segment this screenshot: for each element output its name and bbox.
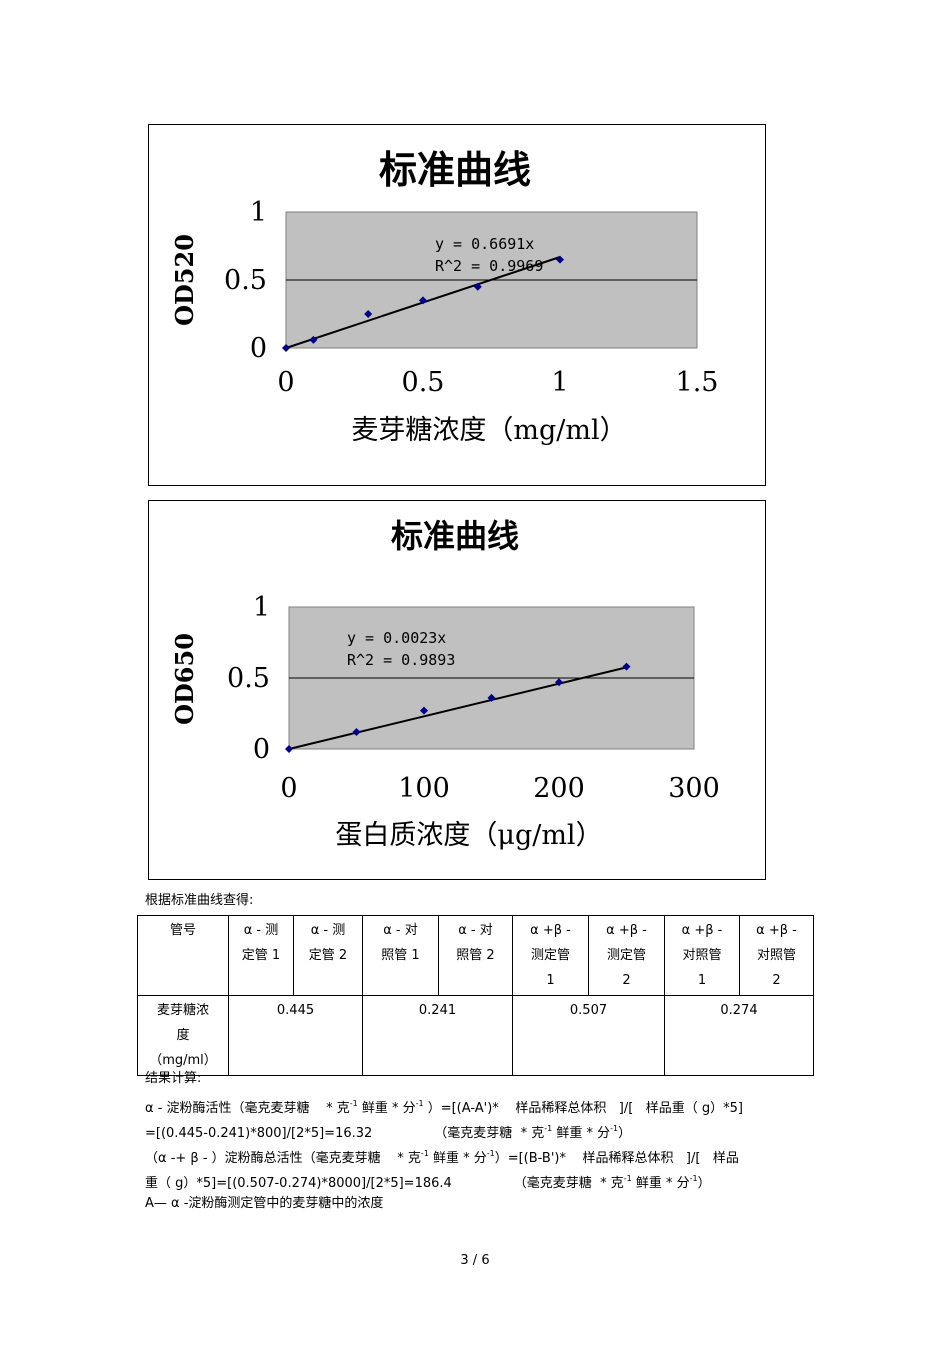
trendline-equation: y = 0.6691x bbox=[435, 235, 534, 253]
x-tick-label: 1 bbox=[551, 367, 568, 398]
data-point bbox=[364, 310, 373, 318]
data-point bbox=[487, 693, 496, 702]
calc-line-1: α - 淀粉酶活性（毫克麦芽糖 * 克-1 鲜重 * 分-1 ）=[(A-A')… bbox=[145, 1099, 743, 1116]
header-cell: α +β - 对照管 2 bbox=[739, 915, 814, 996]
y-tick-label: 0.5 bbox=[227, 663, 270, 694]
y-tick-label: 0.5 bbox=[224, 265, 267, 296]
x-axis-label: 麦芽糖浓度（mg/ml） bbox=[351, 415, 626, 446]
calc-heading: 结果计算: bbox=[145, 1071, 202, 1086]
data-point bbox=[555, 678, 563, 687]
chart-title: 标准曲线 bbox=[391, 517, 519, 555]
table-row: 麦芽糖浓度（mg/ml） 0.445 0.241 0.507 0.274 bbox=[137, 995, 814, 1076]
trendline-r2: R^2 = 0.9893 bbox=[347, 651, 455, 669]
header-cell: α +β - 测定管 1 bbox=[512, 915, 589, 996]
x-tick-label: 300 bbox=[668, 773, 720, 804]
header-cell: α +β - 对照管 1 bbox=[664, 915, 740, 996]
data-point bbox=[309, 335, 318, 344]
y-axis-label: OD650 bbox=[170, 633, 199, 725]
x-tick-label: 0 bbox=[280, 773, 297, 804]
value-cell: 0.241 bbox=[362, 995, 513, 1076]
data-point bbox=[556, 255, 564, 264]
y-tick-label: 1 bbox=[250, 197, 267, 228]
calc-line-5: A— α -淀粉酶测定管中的麦芽糖中的浓度 bbox=[145, 1196, 384, 1211]
calc-line-4: 重（ g）*5]=[(0.507-0.274)*8000]/[2*5]=186.… bbox=[145, 1174, 711, 1191]
y-tick-label: 0 bbox=[250, 333, 267, 364]
data-point bbox=[420, 706, 428, 715]
table-header-row: 管号 α - 测定管 1 α - 测定管 2 α - 对照管 1 α - 对照管… bbox=[137, 915, 814, 996]
intro-text: 根据标准曲线查得: bbox=[145, 893, 254, 908]
x-tick-label: 0.5 bbox=[402, 367, 445, 398]
calc-line-3: （α -+ β - ）淀粉酶总活性（毫克麦芽糖 * 克-1 鲜重 * 分-1）=… bbox=[145, 1149, 739, 1166]
header-cell-tube-no: 管号 bbox=[137, 915, 229, 996]
trendline-equation: y = 0.0023x bbox=[347, 629, 446, 647]
data-point bbox=[419, 296, 427, 305]
page-number: 3 / 6 bbox=[460, 1253, 490, 1268]
trendline-r2: R^2 = 0.9969 bbox=[435, 257, 543, 275]
protein-standard-curve-chart: 标准曲线 OD650 蛋白质浓度（μg/ml） y = 0.0023x R^2 … bbox=[148, 500, 766, 880]
value-cell: 0.507 bbox=[512, 995, 665, 1076]
x-tick-label: 0 bbox=[277, 367, 294, 398]
chart-title: 标准曲线 bbox=[379, 147, 531, 192]
x-tick-label: 200 bbox=[533, 773, 585, 804]
maltose-standard-curve-chart: 标准曲线 OD520 麦芽糖浓度（mg/ml） y = 0.6691x R^2 … bbox=[148, 124, 766, 486]
header-cell: α - 对照管 1 bbox=[362, 915, 439, 996]
y-axis-label: OD520 bbox=[170, 234, 199, 326]
header-cell: α - 测定管 1 bbox=[228, 915, 294, 996]
data-point bbox=[473, 282, 482, 291]
data-point bbox=[282, 344, 290, 352]
row-label-maltose: 麦芽糖浓度（mg/ml） bbox=[137, 995, 229, 1076]
trendline bbox=[288, 666, 627, 750]
data-point bbox=[622, 662, 631, 671]
y-tick-label: 0 bbox=[253, 734, 270, 765]
data-point bbox=[352, 727, 361, 736]
value-cell: 0.445 bbox=[228, 995, 363, 1076]
x-tick-label: 1.5 bbox=[676, 367, 719, 398]
y-tick-label: 1 bbox=[253, 592, 270, 623]
header-cell: α - 测定管 2 bbox=[293, 915, 363, 996]
calc-line-2: =[(0.445-0.241)*800]/[2*5]=16.32 （毫克麦芽糖 … bbox=[145, 1124, 632, 1141]
header-cell: α - 对照管 2 bbox=[438, 915, 513, 996]
header-cell: α +β - 测定管 2 bbox=[588, 915, 665, 996]
maltose-concentration-table: 管号 α - 测定管 1 α - 测定管 2 α - 对照管 1 α - 对照管… bbox=[137, 915, 814, 1076]
value-cell: 0.274 bbox=[664, 995, 814, 1076]
data-point bbox=[285, 745, 293, 753]
x-tick-label: 100 bbox=[398, 773, 450, 804]
chart-canvas: 标准曲线 OD650 蛋白质浓度（μg/ml） y = 0.0023x R^2 … bbox=[170, 517, 720, 851]
chart-canvas: 标准曲线 OD520 麦芽糖浓度（mg/ml） y = 0.6691x R^2 … bbox=[170, 147, 719, 446]
x-axis-label: 蛋白质浓度（μg/ml） bbox=[335, 820, 602, 851]
